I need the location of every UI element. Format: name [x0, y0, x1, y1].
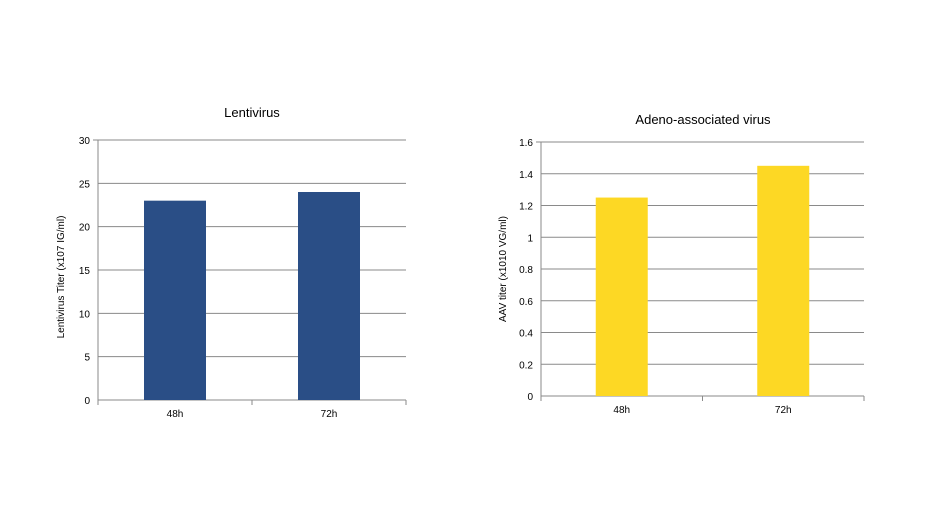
y-tick-label: 1.4 [519, 170, 533, 181]
y-tick-label: 0 [84, 396, 90, 407]
bar-48h [595, 197, 648, 396]
y-tick-label: 1.6 [519, 138, 533, 149]
x-tick-label: 72h [321, 409, 338, 420]
y-tick-label: 20 [79, 223, 91, 234]
y-axis-label: Lentivirus Titer (x107 IG/ml) [56, 216, 67, 339]
chart-title: Lentivirus [224, 105, 280, 120]
x-tick-label: 72h [775, 405, 792, 416]
y-tick-label: 15 [79, 266, 91, 277]
y-tick-label: 0.6 [519, 297, 533, 308]
y-tick-label: 1.2 [519, 202, 533, 213]
x-tick-label: 48h [613, 405, 630, 416]
bar-48h [144, 200, 206, 400]
y-tick-label: 10 [79, 309, 91, 320]
y-axis-label: AAV titer (x1010 VG/ml) [498, 216, 509, 322]
y-tick-label: 1 [527, 233, 533, 244]
x-tick-label: 48h [167, 409, 184, 420]
y-tick-label: 0.8 [519, 265, 533, 276]
bar-72h [298, 192, 360, 400]
y-tick-label: 0.2 [519, 360, 533, 371]
y-tick-label: 0 [527, 392, 533, 403]
chart-title: Adeno-associated virus [635, 112, 771, 127]
bar-72h [757, 165, 810, 396]
y-tick-label: 25 [79, 179, 91, 190]
y-tick-label: 0.4 [519, 329, 533, 340]
y-tick-label: 5 [84, 353, 90, 364]
y-tick-label: 30 [79, 136, 91, 147]
